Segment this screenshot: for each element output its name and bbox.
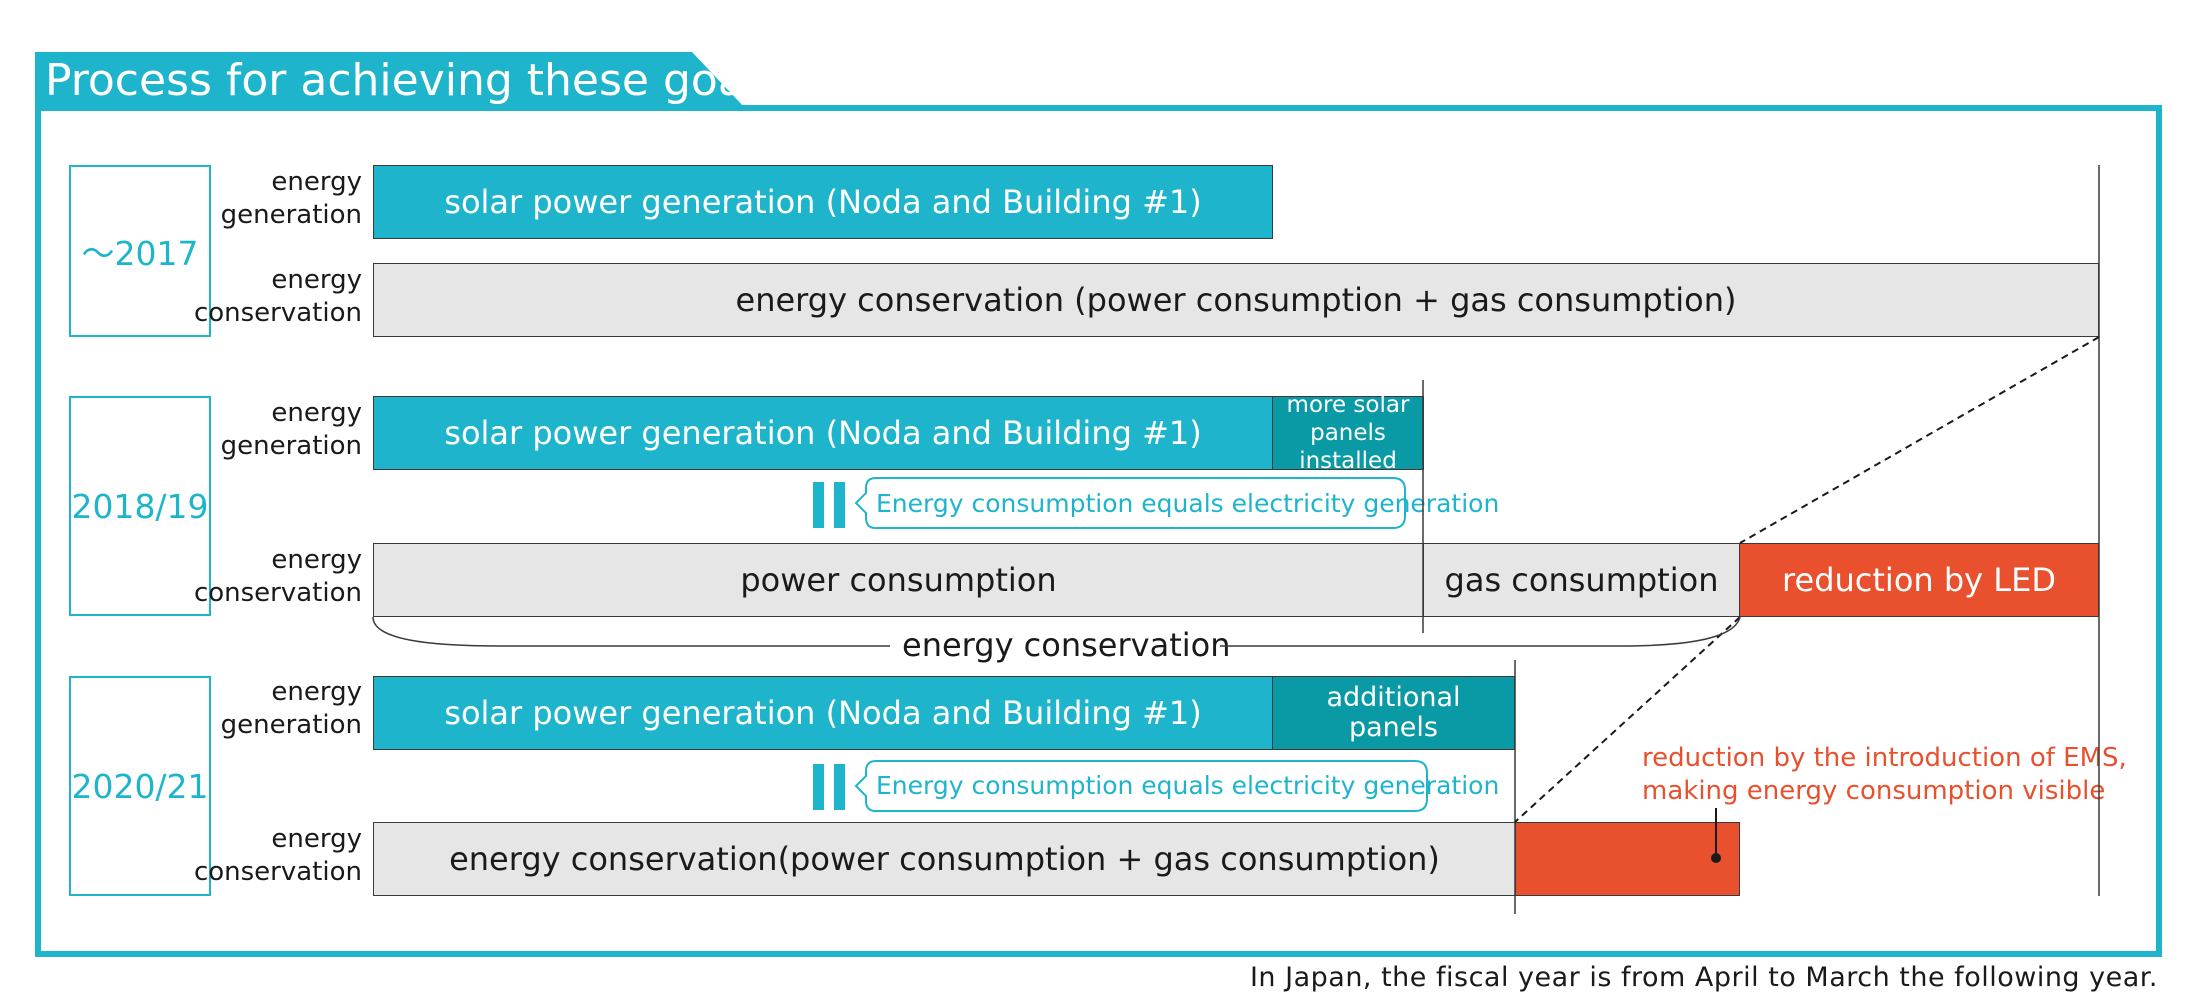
title-tab-shape xyxy=(35,52,745,108)
led-reduction-bar-2018: reduction by LED xyxy=(1739,543,2099,617)
label-generation-2017: energy generation xyxy=(220,167,362,230)
label-conservation-2018: energy conservation xyxy=(193,545,362,608)
power-consumption-bar-2018: power consumption xyxy=(373,543,1424,617)
conservation-bar-2017: energy conservation (power consumption +… xyxy=(373,263,2099,337)
label-conservation-2020: energy conservation xyxy=(193,824,362,887)
period-2020-21: 2020/21 xyxy=(69,676,211,896)
solar-bar-2017: solar power generation (Noda and Buildin… xyxy=(373,165,1273,239)
ems-note-2020: reduction by the introduction of EMS, ma… xyxy=(1642,743,2127,806)
label-generation-2018: energy generation xyxy=(220,398,362,461)
label-generation-2020: energy generation xyxy=(220,677,362,740)
conservation-bar-2020: energy conservation(power consumption + … xyxy=(373,822,1516,896)
equals-sign-left-2018 xyxy=(813,482,824,528)
period-2018-19: 2018/19 xyxy=(69,396,211,616)
solar-bar-2020: solar power generation (Noda and Buildin… xyxy=(373,676,1273,750)
equals-sign-left-2020 xyxy=(813,764,824,810)
diagram-frame xyxy=(35,105,2162,957)
equals-note-2018: Energy consumption equals electricity ge… xyxy=(876,489,1500,518)
gas-consumption-bar-2018: gas consumption xyxy=(1423,543,1740,617)
equals-note-2020: Energy consumption equals electricity ge… xyxy=(876,771,1500,800)
additional-panels-bar-2020: additional panels xyxy=(1272,676,1515,750)
label-conservation-2017: energy conservation xyxy=(193,265,362,328)
page-title: Process for achieving these goals xyxy=(45,55,780,106)
period-2017: ～2017 xyxy=(69,165,211,337)
equals-sign-right-2018 xyxy=(834,482,845,528)
ems-reduction-bar-2020 xyxy=(1515,822,1740,896)
equals-sign-right-2020 xyxy=(834,764,845,810)
brace-label-2018: energy conservation xyxy=(890,626,1243,664)
solar-bar-2018: solar power generation (Noda and Buildin… xyxy=(373,396,1273,470)
fiscal-year-footnote: In Japan, the fiscal year is from April … xyxy=(1249,962,2158,993)
more-panels-bar-2018: more solar panels installed xyxy=(1272,392,1424,474)
